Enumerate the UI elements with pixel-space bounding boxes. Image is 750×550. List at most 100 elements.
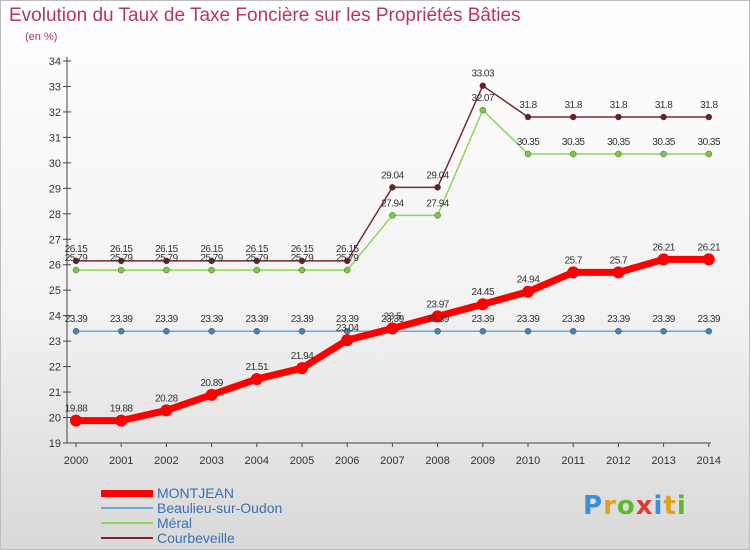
- data-label-m-ral-2006: 25.79: [336, 253, 359, 264]
- data-label-m-ral-2010: 30.35: [517, 137, 540, 148]
- point-beaulieu-sur-oudon-2002: [163, 328, 170, 335]
- data-label-beaulieu-sur-oudon-2008: 23.39: [426, 314, 449, 325]
- point-beaulieu-sur-oudon-2010: [524, 328, 532, 335]
- data-label-beaulieu-sur-oudon-2006: 23.39: [336, 314, 359, 325]
- x-tick-label-2003: 2003: [199, 455, 223, 467]
- data-label-courbeveille-2006: 26.15: [336, 244, 359, 255]
- point-montjean-2005: [296, 362, 308, 375]
- x-tick-label-2001: 2001: [109, 455, 133, 467]
- data-label-m-ral-2000: 25.79: [65, 253, 88, 264]
- point-m-ral-2014: [705, 150, 712, 158]
- point-courbeveille-2004: [253, 257, 261, 265]
- y-tick-label-19: 19: [49, 438, 61, 450]
- data-label-montjean-2006: 23.04: [336, 323, 359, 334]
- x-tick-label-2006: 2006: [335, 455, 359, 467]
- point-beaulieu-sur-oudon-2011: [570, 328, 577, 335]
- data-label-m-ral-2004: 25.79: [246, 253, 269, 264]
- chart-subtitle: (en %): [25, 31, 58, 43]
- data-label-montjean-2011: 25.7: [564, 255, 582, 266]
- logo-letter: x: [635, 491, 654, 521]
- y-tick-label-22: 22: [49, 362, 61, 374]
- point-courbeveille-2000: [72, 257, 80, 265]
- point-courbeveille-2011: [570, 113, 577, 121]
- x-tick-label-2014: 2014: [697, 455, 721, 467]
- data-label-beaulieu-sur-oudon-2010: 23.39: [517, 314, 540, 325]
- y-tick-label-25: 25: [49, 285, 61, 297]
- data-label-courbeveille-2009: 33.03: [472, 69, 495, 80]
- data-label-courbeveille-2010: 31.8: [519, 100, 537, 111]
- x-tick-label-2011: 2011: [561, 455, 585, 467]
- data-label-m-ral-2013: 30.35: [652, 137, 675, 148]
- point-beaulieu-sur-oudon-2014: [705, 328, 712, 335]
- data-label-beaulieu-sur-oudon-2014: 23.39: [698, 314, 721, 325]
- point-montjean-2010: [522, 285, 534, 298]
- legend-label-montjean: MONTJEAN: [157, 485, 234, 501]
- point-m-ral-2000: [72, 266, 80, 274]
- point-m-ral-2010: [524, 150, 532, 158]
- y-tick-label-28: 28: [49, 209, 61, 221]
- data-label-montjean-2003: 20.89: [200, 378, 223, 389]
- point-courbeveille-2010: [524, 113, 532, 121]
- point-beaulieu-sur-oudon-2000: [72, 328, 80, 335]
- data-label-montjean-2010: 24.94: [517, 275, 540, 286]
- chart-title: Evolution du Taux de Taxe Foncière sur l…: [9, 5, 521, 26]
- data-label-beaulieu-sur-oudon-2003: 23.39: [200, 314, 223, 325]
- data-label-beaulieu-sur-oudon-2013: 23.39: [652, 314, 675, 325]
- point-m-ral-2005: [298, 266, 306, 274]
- point-m-ral-2006: [344, 266, 351, 274]
- data-label-beaulieu-sur-oudon-2004: 23.39: [246, 314, 269, 325]
- data-label-courbeveille-2012: 31.8: [610, 100, 628, 111]
- point-beaulieu-sur-oudon-2008: [434, 328, 441, 335]
- data-label-montjean-2004: 21.51: [246, 362, 269, 373]
- data-label-courbeveille-2007: 29.04: [381, 170, 404, 181]
- data-label-beaulieu-sur-oudon-2001: 23.39: [110, 314, 133, 325]
- point-beaulieu-sur-oudon-2013: [660, 328, 667, 335]
- data-label-montjean-2001: 19.88: [110, 404, 133, 415]
- axes: 19 20 21 22 23 24 25 26 27 28 29 30 31 32 33 34 2000 2001…: [49, 56, 721, 467]
- x-tick-label-2013: 2013: [651, 455, 675, 467]
- data-labels: 26.15 26.15 26.15 26.15 26.15 26.15 26.15 29.04…: [65, 69, 722, 415]
- x-tick-label-2000: 2000: [64, 455, 88, 467]
- y-tick-label-24: 24: [49, 311, 61, 323]
- legend-label-courbeveille: Courbeveille: [157, 530, 235, 546]
- point-courbeveille-2007: [389, 184, 396, 191]
- point-m-ral-2008: [434, 212, 441, 219]
- point-beaulieu-sur-oudon-2012: [615, 328, 622, 335]
- logo-letter: o: [616, 491, 636, 521]
- data-label-montjean-2014: 26.21: [698, 242, 721, 253]
- x-tick-label-2008: 2008: [425, 455, 449, 467]
- point-courbeveille-2003: [208, 257, 215, 265]
- legend-swatch-montjean: [101, 490, 153, 497]
- logo-letter: t: [663, 491, 677, 521]
- point-montjean-2002: [160, 404, 173, 417]
- data-label-beaulieu-sur-oudon-2012: 23.39: [607, 314, 630, 325]
- data-label-m-ral-2014: 30.35: [698, 137, 721, 148]
- y-tick-label-29: 29: [49, 183, 61, 195]
- x-tick-label-2004: 2004: [245, 455, 269, 467]
- point-courbeveille-2005: [298, 257, 306, 265]
- data-label-courbeveille-2005: 26.15: [291, 244, 314, 255]
- y-tick-label-33: 33: [49, 81, 61, 93]
- data-label-m-ral-2008: 27.94: [426, 198, 449, 209]
- data-label-montjean-2012: 25.7: [610, 255, 628, 266]
- point-courbeveille-2009: [479, 82, 486, 89]
- x-tick-label-2005: 2005: [290, 455, 314, 467]
- legend-swatch-beaulieu: [101, 507, 153, 509]
- data-label-montjean-2007: 23.5: [384, 311, 402, 322]
- y-tick-label-20: 20: [49, 413, 61, 425]
- point-m-ral-2002: [163, 266, 170, 274]
- point-m-ral-2007: [389, 212, 396, 219]
- data-label-courbeveille-2004: 26.15: [246, 244, 269, 255]
- point-beaulieu-sur-oudon-2001: [117, 328, 125, 335]
- logo-letter: i: [676, 491, 687, 521]
- y-tick-label-26: 26: [49, 260, 61, 272]
- point-beaulieu-sur-oudon-2003: [208, 328, 215, 335]
- point-montjean-2012: [612, 266, 625, 279]
- point-m-ral-2013: [660, 150, 667, 158]
- legend-swatch-courbeveille: [101, 537, 153, 539]
- x-tick-label-2007: 2007: [380, 455, 404, 467]
- data-label-m-ral-2009: 32.07: [472, 93, 495, 104]
- point-beaulieu-sur-oudon-2004: [253, 328, 261, 335]
